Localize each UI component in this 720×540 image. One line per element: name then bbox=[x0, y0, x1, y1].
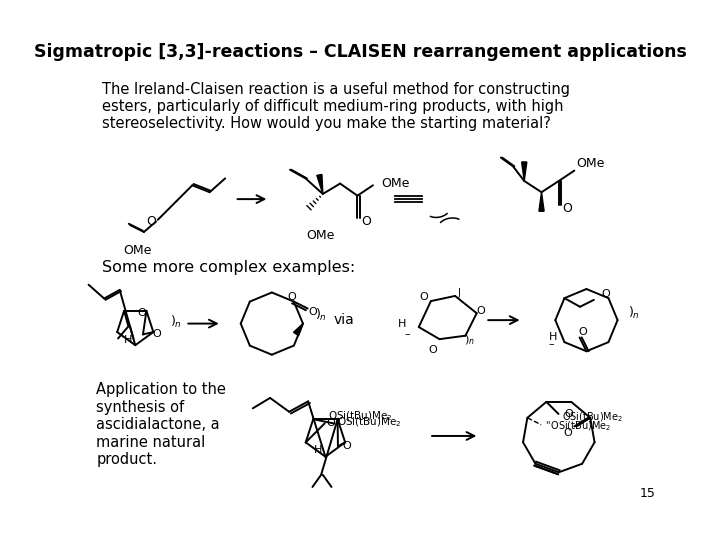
Text: 15: 15 bbox=[640, 487, 656, 500]
Text: OSi(tBu)Me$_2$: OSi(tBu)Me$_2$ bbox=[562, 410, 623, 424]
Text: O: O bbox=[153, 329, 161, 339]
Text: OMe: OMe bbox=[123, 245, 151, 258]
Text: J: J bbox=[458, 288, 461, 298]
Text: O: O bbox=[564, 409, 573, 419]
Text: O: O bbox=[428, 345, 437, 355]
Text: OSi(tBu)Me$_2$: OSi(tBu)Me$_2$ bbox=[328, 410, 393, 423]
Text: O: O bbox=[477, 307, 485, 316]
Text: O: O bbox=[308, 307, 318, 317]
Text: Application to the
synthesis of
ascidialactone, a
marine natural
product.: Application to the synthesis of ascidial… bbox=[96, 382, 226, 467]
Text: The Ireland-Claisen reaction is a useful method for constructing
esters, particu: The Ireland-Claisen reaction is a useful… bbox=[102, 82, 570, 131]
Text: OMe: OMe bbox=[306, 229, 334, 242]
Polygon shape bbox=[539, 192, 544, 211]
Text: O: O bbox=[137, 307, 145, 318]
Text: H: H bbox=[549, 332, 557, 342]
Text: H: H bbox=[398, 319, 407, 329]
Polygon shape bbox=[317, 174, 323, 194]
Text: )$_n$: )$_n$ bbox=[170, 314, 181, 330]
Text: O: O bbox=[343, 441, 351, 451]
Text: O: O bbox=[563, 428, 572, 438]
Text: O: O bbox=[602, 288, 611, 299]
Text: Some more complex examples:: Some more complex examples: bbox=[102, 260, 356, 275]
Text: O: O bbox=[287, 292, 296, 302]
Text: H: H bbox=[124, 335, 132, 345]
Text: ''OSi(tBu)Me$_2$: ''OSi(tBu)Me$_2$ bbox=[544, 420, 611, 433]
Text: O: O bbox=[361, 215, 371, 228]
Text: OMe: OMe bbox=[382, 177, 410, 190]
Text: –: – bbox=[405, 329, 410, 339]
Text: O: O bbox=[579, 327, 588, 338]
Text: OMe: OMe bbox=[576, 157, 605, 170]
Text: OSi(tBu)Me$_2$: OSi(tBu)Me$_2$ bbox=[338, 415, 402, 429]
Text: –: – bbox=[549, 339, 554, 349]
Text: O: O bbox=[326, 417, 335, 428]
Text: Sigmatropic [3,3]-reactions – CLAISEN rearrangement applications: Sigmatropic [3,3]-reactions – CLAISEN re… bbox=[34, 43, 686, 61]
Text: O: O bbox=[146, 215, 156, 228]
Text: )$_n$: )$_n$ bbox=[628, 305, 640, 321]
Text: )$_n$: )$_n$ bbox=[315, 307, 327, 323]
Polygon shape bbox=[521, 162, 527, 181]
Text: O: O bbox=[562, 202, 572, 215]
Polygon shape bbox=[294, 323, 303, 336]
Text: H: H bbox=[315, 445, 323, 455]
Text: O: O bbox=[420, 292, 428, 302]
Text: via: via bbox=[334, 313, 355, 327]
Text: )$_n$: )$_n$ bbox=[464, 333, 475, 347]
